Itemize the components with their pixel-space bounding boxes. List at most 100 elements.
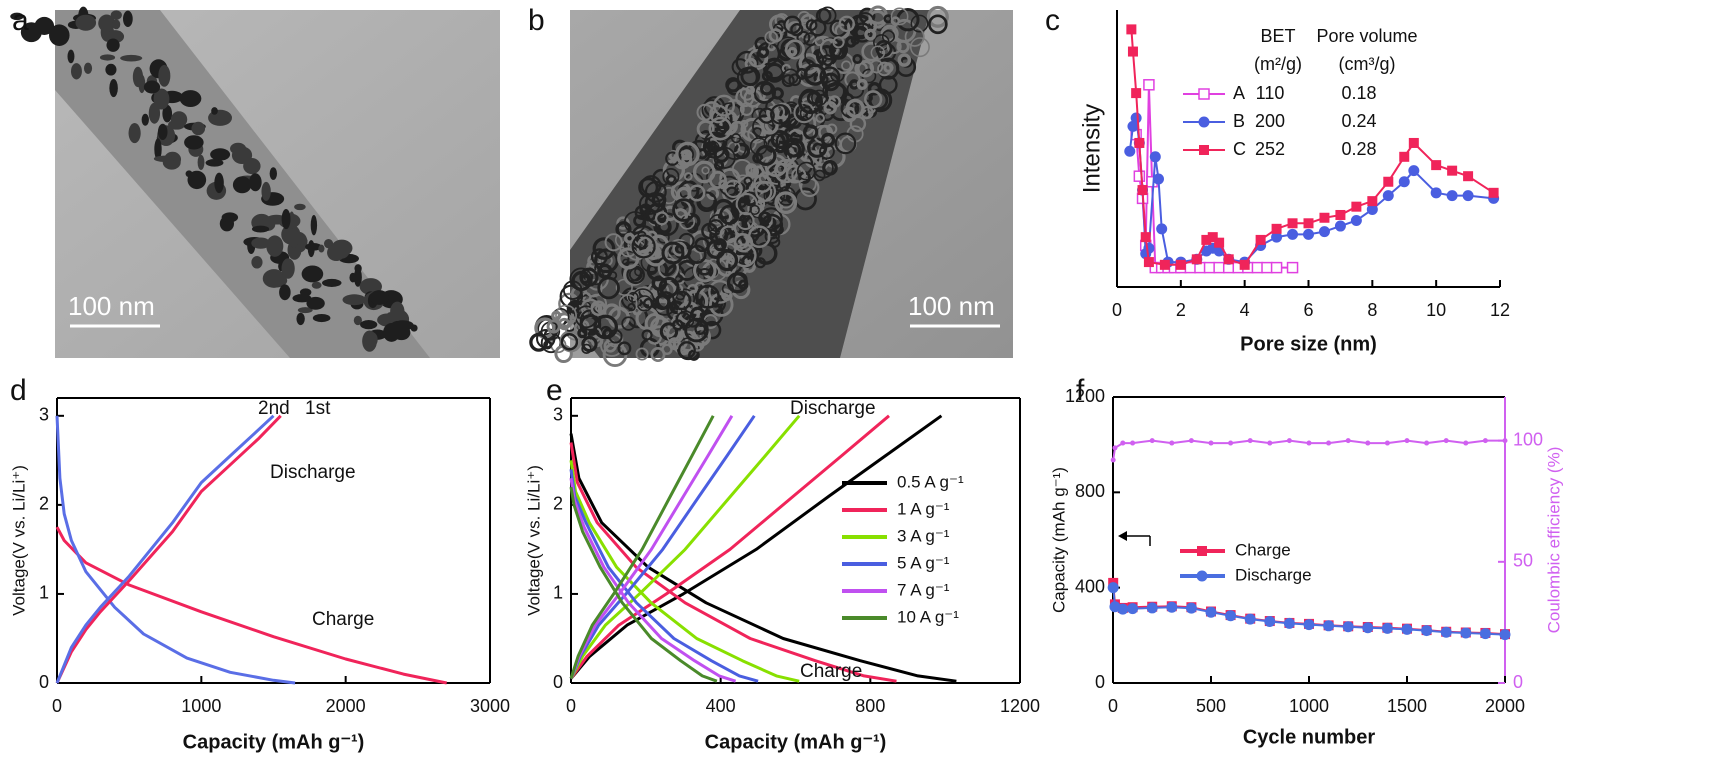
texture (819, 66, 841, 88)
table-header: BET (1260, 26, 1295, 46)
texture (672, 241, 687, 257)
particle (153, 155, 175, 162)
particle (112, 19, 121, 30)
texture (743, 214, 767, 238)
texture (803, 63, 827, 86)
texture (841, 60, 852, 71)
x-tick-label: 1500 (1387, 696, 1427, 716)
texture (845, 35, 857, 48)
marker (1270, 261, 1283, 274)
texture (926, 5, 949, 28)
particle (369, 290, 389, 305)
particle (143, 80, 161, 94)
y-axis-label: Intensity (1078, 104, 1105, 193)
texture (719, 204, 740, 225)
texture (560, 333, 579, 351)
particle (366, 332, 378, 347)
texture (832, 36, 845, 49)
annotation: 1st (305, 398, 331, 419)
texture (868, 90, 889, 111)
marker (1120, 440, 1126, 446)
texture (726, 79, 743, 96)
y-tick-label: 3 (39, 405, 49, 425)
panel-label: f (1076, 374, 1085, 407)
marker (1134, 137, 1145, 148)
particle (342, 294, 367, 306)
texture (627, 291, 639, 303)
texture (623, 211, 647, 234)
texture (683, 289, 709, 314)
y-tick-label: 400 (1075, 576, 1105, 596)
texture (775, 163, 787, 175)
marker (1404, 438, 1410, 444)
texture (617, 247, 640, 270)
particle (312, 313, 331, 323)
marker (1127, 46, 1138, 57)
texture (695, 284, 720, 309)
texture (672, 319, 684, 331)
marker (1350, 215, 1362, 227)
x-tick-label: 2 (1176, 300, 1186, 320)
texture (774, 191, 798, 215)
texture (683, 172, 693, 181)
texture (809, 19, 827, 37)
marker (1149, 151, 1161, 163)
marker (1156, 223, 1168, 235)
x-axis-label: Capacity (mAh g⁻¹) (183, 731, 365, 753)
particle (297, 307, 313, 314)
series-line (569, 414, 801, 680)
particle (264, 273, 288, 288)
particle (148, 102, 161, 124)
marker (1159, 259, 1170, 270)
particle (110, 10, 122, 20)
marker (1271, 223, 1282, 234)
texture (622, 258, 630, 267)
particle (67, 49, 75, 64)
marker (1421, 625, 1433, 637)
particle (75, 14, 97, 31)
texture (733, 233, 750, 249)
x-tick-label: 10 (1426, 300, 1446, 320)
particle (187, 170, 207, 190)
texture (763, 184, 786, 207)
texture (731, 159, 753, 180)
marker (1431, 160, 1442, 171)
texture (555, 304, 577, 327)
texture (646, 329, 662, 345)
series-line (55, 415, 296, 685)
x-tick-label: 0 (1108, 696, 1118, 716)
particle (353, 267, 362, 287)
particle (154, 138, 162, 161)
marker (1239, 259, 1250, 270)
marker (1143, 257, 1154, 268)
marker (1107, 582, 1119, 594)
marker (1201, 234, 1212, 245)
texture (708, 170, 727, 189)
texture (658, 276, 680, 298)
marker (1225, 610, 1237, 622)
marker (1488, 187, 1499, 198)
particle (349, 272, 357, 283)
texture (790, 23, 804, 37)
particle (191, 121, 206, 136)
particle (299, 288, 312, 297)
texture (861, 41, 881, 62)
particle (281, 258, 295, 279)
particle (221, 212, 239, 223)
marker (1398, 176, 1410, 188)
texture (604, 233, 623, 252)
marker (1287, 218, 1298, 229)
texture (696, 103, 714, 121)
texture (815, 113, 825, 123)
texture (686, 221, 699, 234)
marker (1401, 623, 1413, 635)
texture (643, 297, 654, 309)
marker (1130, 112, 1142, 124)
marker (1133, 170, 1146, 182)
table-cell: 200 (1255, 111, 1285, 131)
x-tick-label: 1000 (181, 696, 221, 716)
texture (886, 39, 902, 55)
x-tick-label: 4 (1240, 300, 1250, 320)
